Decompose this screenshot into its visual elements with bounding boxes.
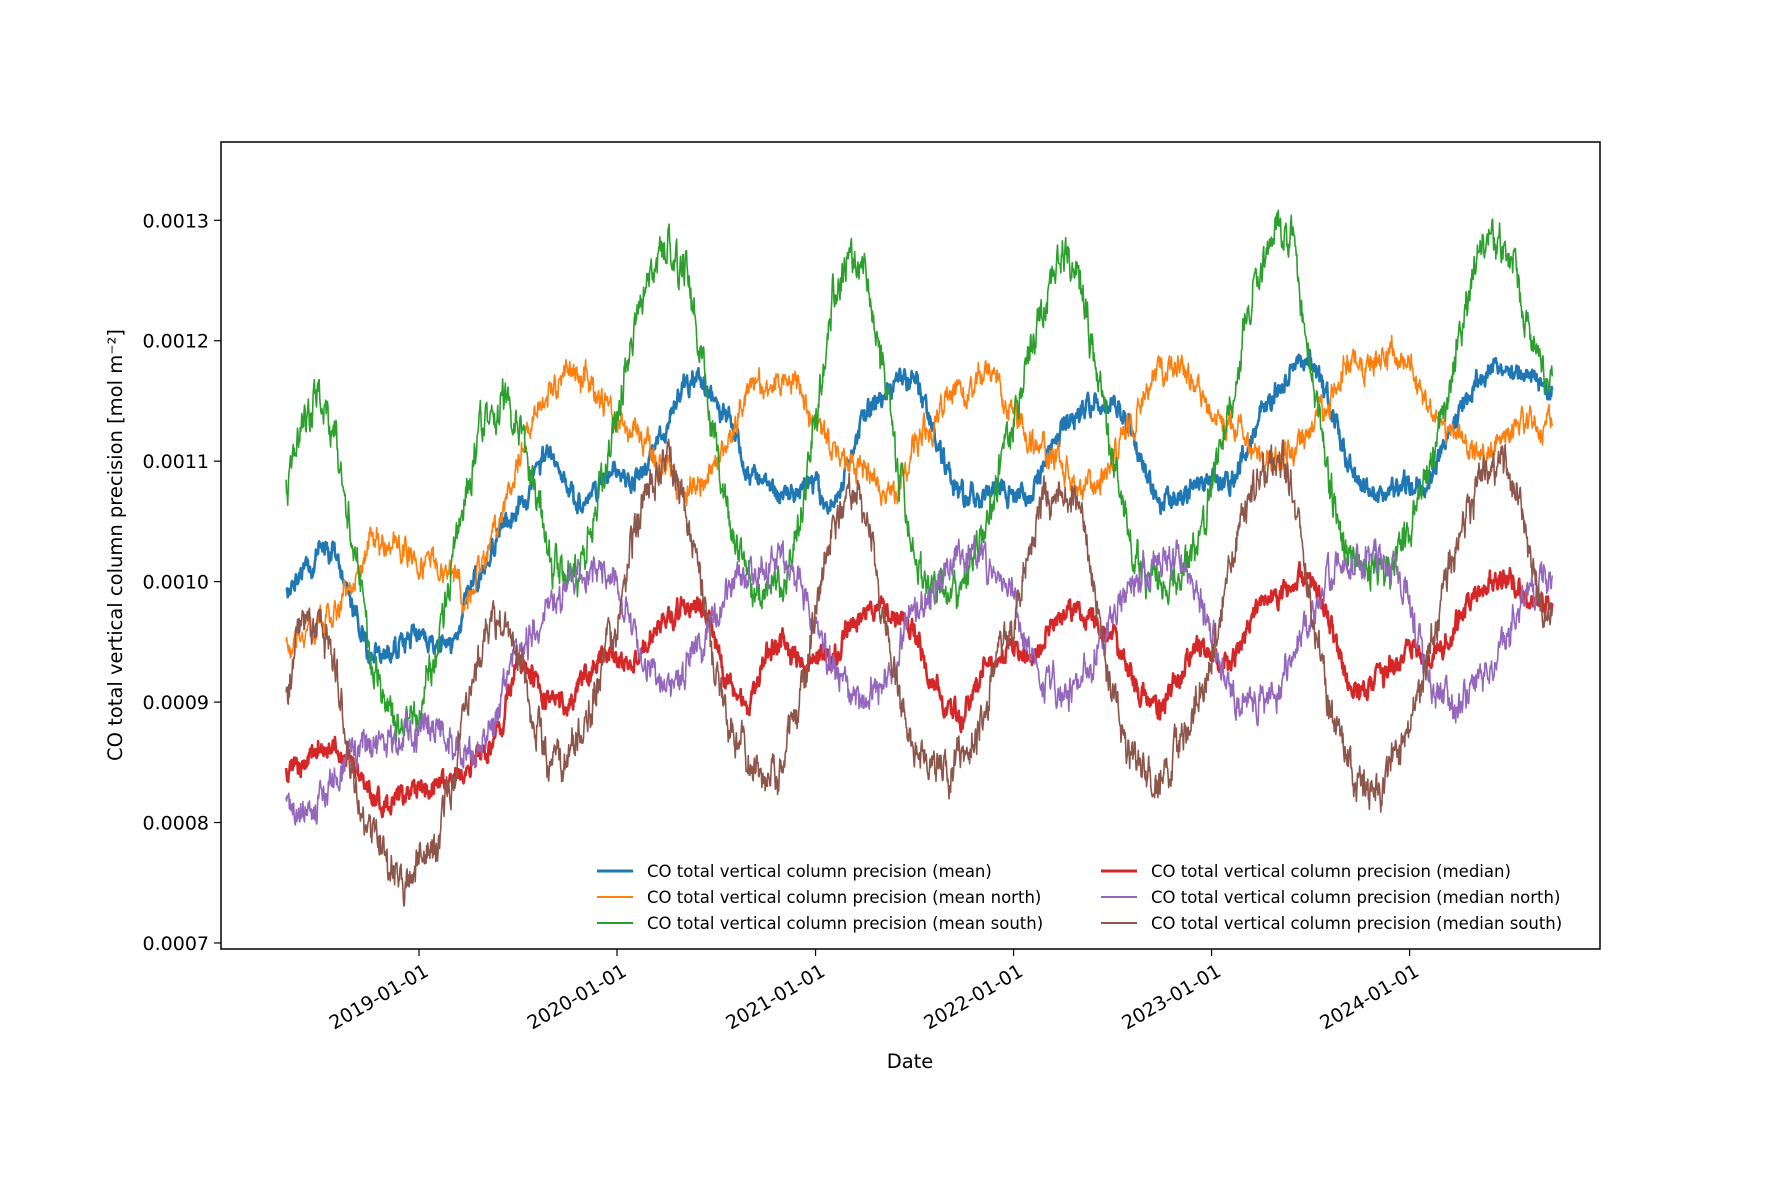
plot-frame: [220, 141, 1601, 950]
y-tick-label: 0.0008: [143, 813, 209, 835]
y-axis-title: CO total vertical column precision [mol …: [104, 329, 127, 761]
y-tick-label: 0.0011: [143, 451, 209, 473]
y-tick-label: 0.0010: [143, 572, 209, 594]
series-line-2: [285, 334, 1554, 659]
y-tick-label: 0.0009: [143, 692, 209, 714]
x-axis-title: Date: [887, 1050, 934, 1073]
legend-label: CO total vertical column precision (mean…: [647, 914, 1043, 933]
series-line-5: [285, 534, 1554, 826]
legend-label: CO total vertical column precision (mean…: [647, 862, 992, 881]
y-tick-label: 0.0012: [143, 331, 209, 353]
series-line-3: [285, 209, 1554, 743]
legend-label: CO total vertical column precision (medi…: [1151, 862, 1511, 881]
series-layer: [284, 209, 1554, 907]
series-line-6: [285, 438, 1554, 907]
legend: CO total vertical column precision (mean…: [597, 862, 1562, 933]
series-line-1: [285, 348, 1554, 665]
y-tick-label: 0.0007: [143, 933, 209, 955]
y-tick-label: 0.0013: [143, 210, 209, 232]
legend-label: CO total vertical column precision (mean…: [647, 888, 1041, 907]
legend-label: CO total vertical column precision (medi…: [1151, 914, 1562, 933]
legend-label: CO total vertical column precision (medi…: [1151, 888, 1560, 907]
